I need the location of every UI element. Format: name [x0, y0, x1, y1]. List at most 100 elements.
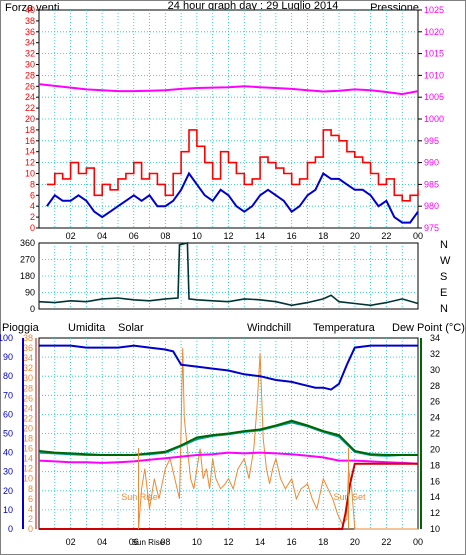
temp-x-tick-label: 16: [287, 537, 297, 547]
solar-tick-label: 10: [23, 474, 33, 484]
pressure-tick-label: 1000: [424, 114, 444, 124]
solar-tick-label: 36: [23, 343, 33, 353]
humidity-line: [39, 344, 418, 391]
wind-tick-label: 8: [30, 179, 35, 189]
wind-tick-label: 2: [30, 212, 35, 222]
pressure-tick-label: 1025: [424, 5, 444, 15]
temperature-tick-label: 28: [430, 381, 440, 391]
humidity-tick-label: 30: [3, 467, 13, 477]
pressure-tick-label: 1015: [424, 49, 444, 59]
pressure-tick-label: 985: [424, 179, 439, 189]
direction-tick-label: 90: [25, 288, 35, 298]
wind-tick-label: 38: [25, 16, 35, 26]
wind-tick-label: 18: [25, 125, 35, 135]
solar-tick-label: 38: [23, 333, 33, 343]
solar-label: Solar: [118, 322, 144, 334]
wind-tick-label: 26: [25, 81, 35, 91]
wind-tick-label: 4: [30, 201, 35, 211]
temp-x-tick-label: 20: [350, 537, 360, 547]
solar-tick-label: 30: [23, 373, 33, 383]
pressure-tick-label: 975: [424, 223, 439, 233]
temperature-tick-label: 26: [430, 397, 440, 407]
wind-direction-line: [38, 242, 419, 307]
pressure-tick-label: 995: [424, 136, 439, 146]
compass-label: S: [440, 271, 447, 283]
solar-tick-label: 24: [23, 403, 33, 413]
solar-line: [39, 348, 418, 530]
solar-tick-label: 12: [23, 464, 33, 474]
temperature-tick-label: 10: [430, 524, 440, 534]
dewpoint-line: [38, 451, 419, 465]
direction-tick-label: 180: [20, 271, 35, 281]
humidity-tick-label: 90: [3, 352, 13, 362]
wind-avg-line: [46, 171, 419, 224]
temperature-tick-label: 12: [430, 508, 440, 518]
pressure-tick-label: 1020: [424, 27, 444, 37]
wind-tick-label: 32: [25, 49, 35, 59]
solar-tick-label: 20: [23, 423, 33, 433]
humidity-tick-label: 40: [3, 448, 13, 458]
temperature-tick-label: 20: [430, 444, 440, 454]
direction-tick-label: 360: [20, 238, 35, 248]
solar-tick-label: 32: [23, 363, 33, 373]
temp-x-tick-label: 06: [129, 537, 139, 547]
temperature-tick-label: 22: [430, 429, 440, 439]
windchill-label: Windchill: [247, 322, 291, 334]
wind-x-tick-label: 06: [129, 231, 139, 241]
compass-label: N: [440, 239, 448, 251]
temp-x-tick-label: 22: [381, 537, 391, 547]
humidity-tick-label: 80: [3, 371, 13, 381]
humidity-tick-label: 20: [3, 486, 13, 496]
compass-label: W: [440, 255, 451, 267]
wind-x-tick-label: 22: [381, 231, 391, 241]
wind-tick-label: 28: [25, 70, 35, 80]
temp-x-tick-label: 14: [255, 537, 265, 547]
wind-tick-label: 12: [25, 158, 35, 168]
temp-x-tick-label: Sun Rise: [132, 538, 165, 547]
solar-tick-label: 8: [28, 484, 33, 494]
wind-x-tick-label: 18: [318, 231, 328, 241]
humidity-tick-label: 60: [3, 409, 13, 419]
solar-tick-label: 18: [23, 434, 33, 444]
wind-x-tick-label: 02: [66, 231, 76, 241]
temperature-line: [38, 419, 418, 456]
wind-tick-label: 30: [25, 60, 35, 70]
wind-tick-label: 40: [25, 5, 35, 15]
solar-tick-label: 34: [23, 353, 33, 363]
pressure-tick-label: 990: [424, 158, 439, 168]
temperature-tick-label: 18: [430, 460, 440, 470]
pressure-line: [38, 83, 419, 96]
rain-line: [39, 462, 418, 530]
wind-x-tick-label: 20: [350, 231, 360, 241]
wind-tick-label: 0: [30, 223, 35, 233]
temperature-tick-label: 24: [430, 413, 440, 423]
temp-x-tick-label: 04: [97, 537, 107, 547]
wind-tick-label: 14: [25, 147, 35, 157]
temperature-tick-label: 32: [430, 349, 440, 359]
wind-x-tick-label: 00: [413, 231, 423, 241]
rain-label: Pioggia: [2, 322, 40, 334]
temperature-label: Temperatura: [313, 322, 376, 334]
wind-tick-label: 6: [30, 190, 35, 200]
wind-gust-line: [46, 129, 419, 202]
direction-tick-label: 270: [20, 255, 35, 265]
solar-tick-label: 4: [28, 504, 33, 514]
temperature-tick-label: 34: [430, 333, 440, 343]
solar-tick-label: 28: [23, 383, 33, 393]
compass-label: N: [440, 303, 448, 315]
solar-tick-label: 22: [23, 413, 33, 423]
wind-x-tick-label: 16: [287, 231, 297, 241]
solar-tick-label: 26: [23, 393, 33, 403]
temp-x-tick-label: 10: [192, 537, 202, 547]
wind-x-tick-label: 08: [160, 231, 170, 241]
temp-x-tick-label: 00: [413, 537, 423, 547]
compass-label: E: [440, 287, 447, 299]
wind-tick-label: 24: [25, 92, 35, 102]
wind-x-tick-label: 10: [192, 231, 202, 241]
humidity-tick-label: 0: [8, 524, 13, 534]
solar-tick-label: 16: [23, 444, 33, 454]
wind-tick-label: 36: [25, 27, 35, 37]
wind-tick-label: 20: [25, 114, 35, 124]
sunrise-annotation: Sun Rise: [121, 492, 158, 502]
